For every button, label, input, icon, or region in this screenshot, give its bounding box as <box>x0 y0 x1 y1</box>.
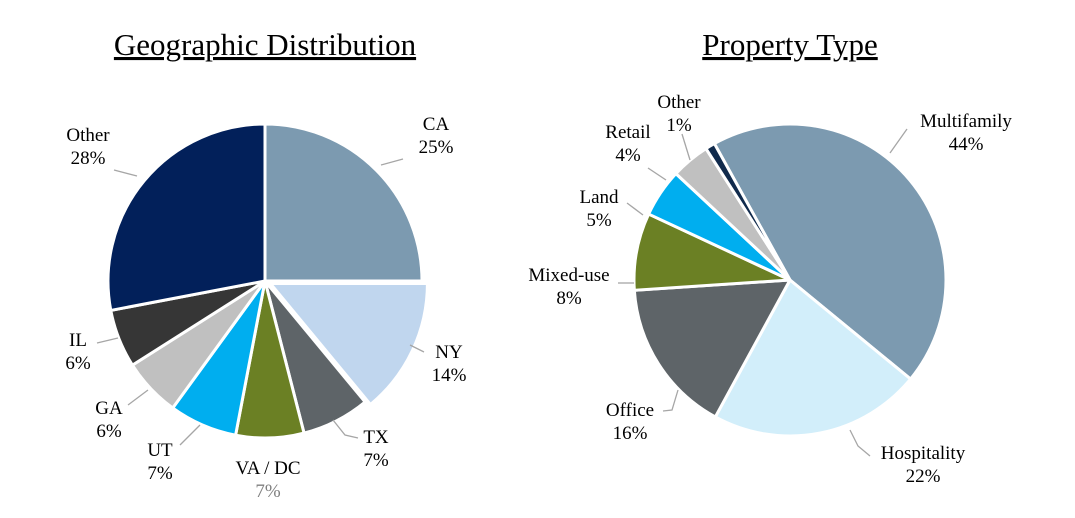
leader-line <box>681 133 691 161</box>
leader-lines <box>96 158 425 446</box>
leader-line <box>179 424 201 446</box>
slice-label-office: Office <box>606 400 654 421</box>
pie-slice-multifamily <box>712 122 948 381</box>
slice-percent-il: 6% <box>65 353 91 374</box>
slice-label-land: Land <box>579 187 619 208</box>
slice-percent-other: 1% <box>666 115 692 136</box>
chart-title-geographic-distribution: Geographic Distribution <box>114 27 417 62</box>
slice-percent-ga: 6% <box>96 421 122 442</box>
leader-line <box>849 429 871 457</box>
slice-percent-other: 28% <box>71 148 106 169</box>
geographic-distribution-chart: Geographic Distribution CA25%NY14%TX7%VA… <box>65 27 466 502</box>
pie-slice-other <box>106 122 267 312</box>
pie-slices <box>106 122 429 440</box>
slice-label-other: Other <box>657 92 701 113</box>
leader-line <box>662 389 679 412</box>
leader-line <box>889 128 908 154</box>
slice-label-ga: GA <box>95 398 123 419</box>
slice-label-mixed-use: Mixed-use <box>528 265 609 286</box>
slice-label-hospitality: Hospitality <box>881 443 966 464</box>
chart-title-property-type: Property Type <box>702 27 877 62</box>
slice-percent-mixed-use: 8% <box>556 288 582 309</box>
slice-percent-ca: 25% <box>419 137 454 158</box>
pie-slice-office <box>632 278 792 419</box>
slice-label-ny: NY <box>435 342 463 363</box>
pie-slice-other <box>704 142 792 282</box>
leader-line <box>127 389 149 406</box>
slice-label-ut: UT <box>147 440 173 461</box>
leader-line <box>626 202 644 216</box>
pie-slice-hospitality <box>713 278 913 438</box>
pie-slices <box>632 122 948 438</box>
slice-label-multifamily: Multifamily <box>920 111 1012 132</box>
slice-percent-tx: 7% <box>363 450 389 471</box>
slice-percent-ny: 14% <box>432 365 467 386</box>
leader-line <box>380 158 404 166</box>
slice-percent-ut: 7% <box>147 463 173 484</box>
pie-slice-ny <box>268 282 429 407</box>
slice-percent-hospitality: 22% <box>906 466 941 487</box>
leader-line <box>332 419 359 439</box>
slice-label-il: IL <box>69 330 87 351</box>
slice-label-ca: CA <box>423 114 450 135</box>
slice-percent-multifamily: 44% <box>949 134 984 155</box>
slice-percent-land: 5% <box>586 210 612 231</box>
leader-line <box>113 169 138 177</box>
slice-percent-va-dc: 7% <box>255 481 281 502</box>
slice-percent-office: 16% <box>613 423 648 444</box>
leader-lines <box>618 128 908 457</box>
slice-label-retail: Retail <box>605 122 650 143</box>
leader-line <box>647 167 667 181</box>
slice-label-other: Other <box>66 125 110 146</box>
leader-line <box>409 344 425 353</box>
slice-percent-retail: 4% <box>615 145 641 166</box>
slice-label-tx: TX <box>363 427 389 448</box>
pie-slice-ca <box>263 122 424 283</box>
leader-line <box>96 337 119 344</box>
slice-label-va-dc: VA / DC <box>235 458 300 479</box>
